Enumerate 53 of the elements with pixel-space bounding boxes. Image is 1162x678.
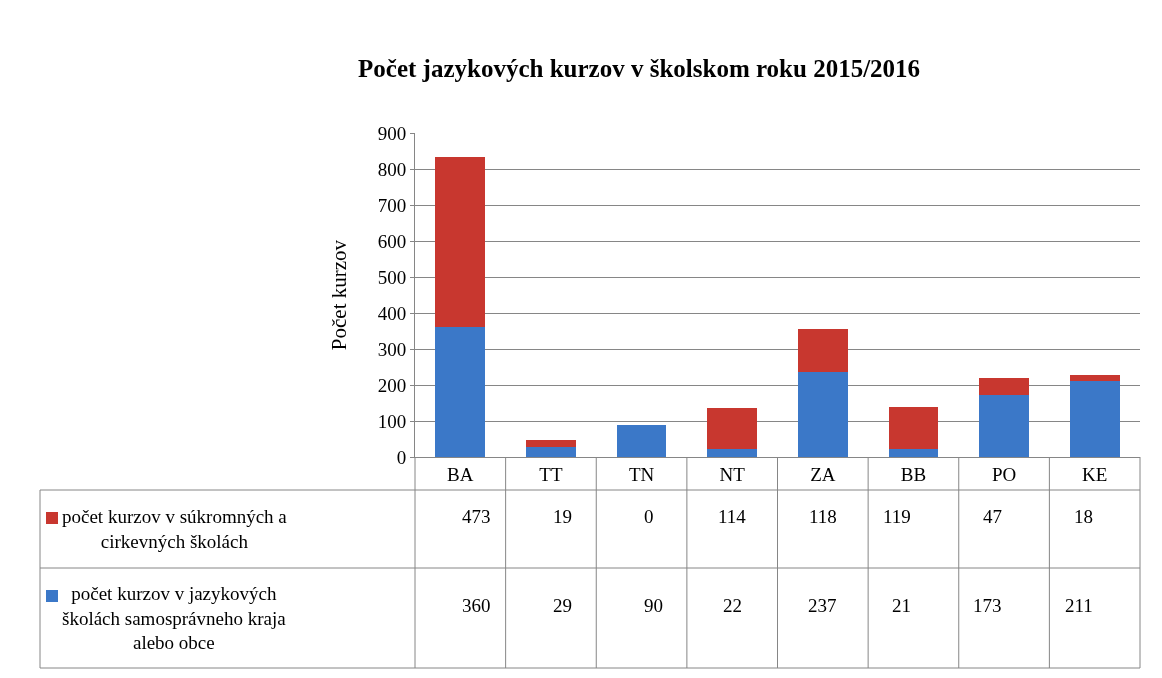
data-label: 18	[1074, 506, 1093, 527]
data-label: 360	[462, 595, 491, 616]
data-label: 47	[983, 506, 1002, 527]
x-tick-label: KE	[1082, 463, 1108, 485]
data-label: 473	[462, 506, 491, 527]
y-tick-label: 900	[377, 122, 407, 144]
legend-label: počet kurzov v súkromných a cirkevných školách	[62, 506, 288, 552]
y-tick-label: 0	[396, 446, 407, 468]
data-label: 114	[718, 506, 747, 527]
bar	[616, 424, 667, 457]
x-tick-label: NT	[719, 463, 746, 485]
bar	[797, 329, 848, 372]
x-tick-label: PO	[991, 463, 1017, 485]
y-axis-title: Počet kurzov	[326, 239, 351, 351]
bar	[707, 449, 758, 457]
legend-label: počet kurzov v jazykových školách samosprávneho kraja alebo obce	[62, 583, 287, 654]
data-label: 0	[644, 506, 654, 527]
bar	[797, 371, 848, 457]
x-tick-label: TN	[628, 463, 655, 485]
data-label: 119	[883, 506, 911, 527]
chart-title: Počet jazykových kurzov v školskom roku 2015/2016	[358, 54, 921, 82]
bar	[1069, 374, 1120, 382]
y-tick-label: 500	[377, 266, 407, 288]
x-tick-label: ZA	[810, 463, 836, 485]
bar	[888, 449, 939, 457]
bar	[979, 377, 1029, 395]
data-label: 173	[973, 595, 1002, 616]
data-label: 21	[892, 595, 911, 616]
data-label: 29	[553, 595, 572, 616]
x-tick-label: BA	[447, 463, 474, 485]
x-tick-label: BB	[900, 463, 927, 485]
bar	[435, 327, 486, 457]
y-tick-label: 600	[377, 230, 407, 252]
bar	[435, 157, 486, 328]
y-tick-label: 700	[377, 194, 407, 216]
data-label: 90	[644, 595, 663, 616]
bar	[979, 394, 1029, 457]
y-tick-label: 800	[377, 158, 407, 180]
data-label: 211	[1065, 595, 1093, 616]
y-tick-label: 200	[377, 374, 407, 396]
data-label: 19	[553, 506, 572, 527]
bar	[707, 408, 758, 450]
bar	[526, 446, 576, 457]
y-tick-label: 300	[377, 338, 407, 360]
data-label: 237	[808, 595, 837, 616]
bar	[888, 406, 939, 450]
bar	[526, 439, 576, 447]
bar	[1069, 381, 1120, 457]
x-tick-label: TT	[539, 463, 563, 485]
data-label: 118	[809, 506, 837, 527]
data-label: 22	[723, 595, 742, 616]
y-tick-label: 100	[377, 410, 407, 432]
y-tick-label: 400	[377, 302, 407, 324]
